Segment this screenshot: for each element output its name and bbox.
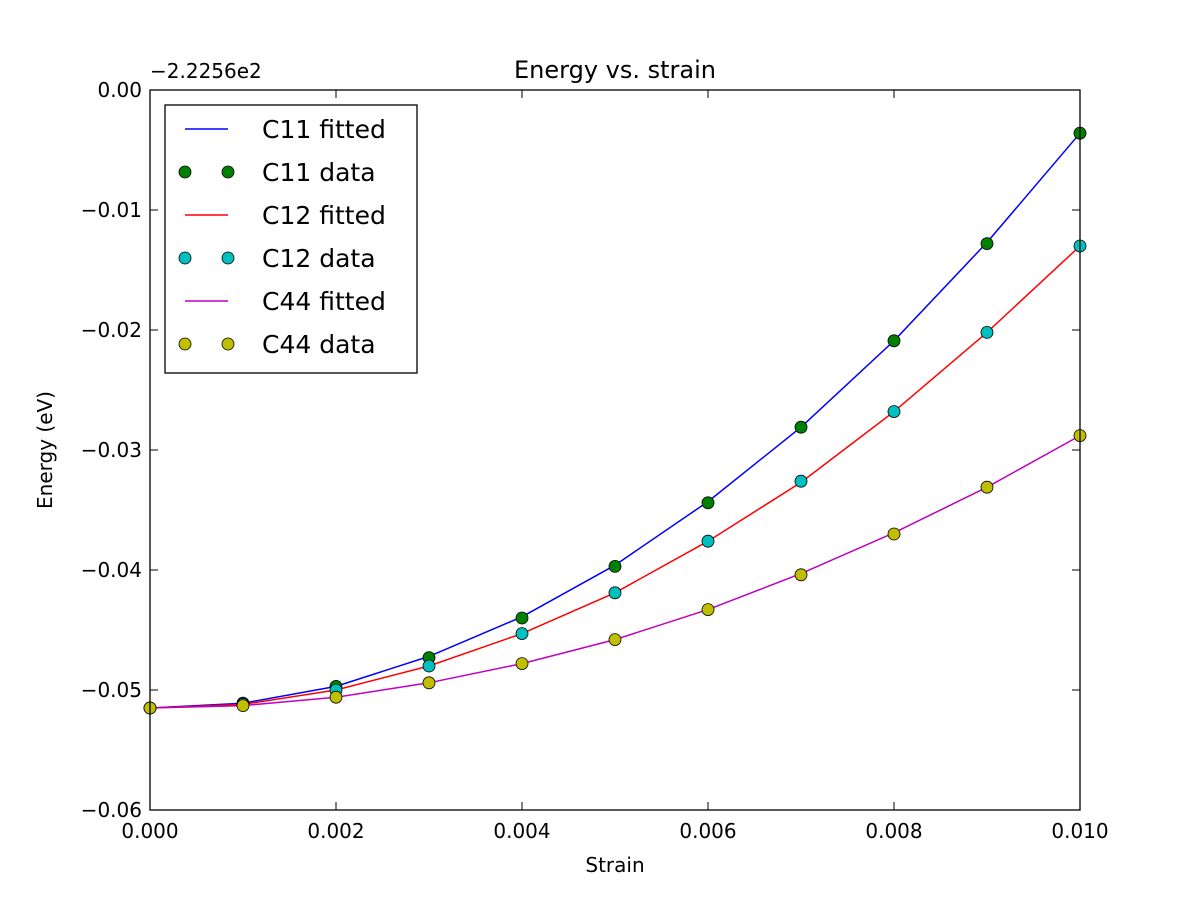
y-offset-label: −2.2256e2	[150, 59, 262, 83]
c12-data-point	[422, 659, 436, 673]
ticks-layer: 0.000 0.002 0.004 0.006 0.008 0.010 0.00 −0.01 −…	[81, 78, 1109, 843]
c44-data-point	[422, 676, 436, 690]
legend-label-c11-fitted: C11 fitted	[262, 115, 386, 144]
legend-swatch-c11-data	[178, 165, 192, 179]
x-tick-label: 0.000	[121, 819, 178, 843]
c44-data-point	[236, 699, 250, 712]
c12-data-point	[701, 534, 715, 548]
chart-title: Energy vs. strain	[514, 56, 716, 84]
y-tick-label: −0.05	[81, 678, 142, 702]
legend-swatch-c44-data	[221, 337, 235, 351]
legend-swatch-c11-data	[221, 165, 235, 179]
c44-data-point	[608, 633, 622, 646]
c12-data-point	[794, 474, 808, 488]
c11-data-point	[608, 560, 622, 573]
y-tick-label: −0.01	[81, 198, 142, 222]
legend: C11 fitted C11 data C12 fitted C12 data C44 …	[164, 104, 418, 374]
legend-swatch-c12-data	[221, 251, 235, 265]
y-tick-label: −0.02	[81, 318, 142, 342]
c44-data-point	[980, 480, 994, 494]
c11-data-point	[794, 420, 808, 434]
c11-data-point	[701, 496, 715, 510]
legend-label-c12-data: C12 data	[262, 244, 376, 273]
legend-swatch-c44-data	[178, 337, 192, 351]
y-tick-label: −0.04	[81, 558, 142, 582]
x-tick-label: 0.006	[679, 819, 736, 843]
c44-data-point	[794, 568, 808, 582]
legend-items: C11 fitted C11 data C12 fitted C12 data C44 …	[178, 115, 386, 359]
legend-label-c44-fitted: C44 fitted	[262, 287, 386, 316]
x-tick-label: 0.008	[865, 819, 922, 843]
x-tick-label: 0.002	[307, 819, 364, 843]
c12-data-point	[980, 325, 994, 339]
y-tick-label: −0.06	[81, 798, 142, 822]
c12-data-point	[608, 586, 622, 600]
c11-data-point	[887, 334, 901, 348]
legend-label-c44-data: C44 data	[262, 330, 376, 359]
legend-box	[164, 104, 418, 374]
legend-label-c11-data: C11 data	[262, 158, 376, 187]
y-axis-label: Energy (eV)	[33, 391, 57, 509]
x-axis-label: Strain	[585, 853, 644, 877]
c44-data-point	[887, 527, 901, 541]
legend-label-c12-fitted: C12 fitted	[262, 201, 386, 230]
c12-data-point	[887, 405, 901, 419]
plot-area: 0.000 0.002 0.004 0.006 0.008 0.010 0.00 −0.01 −…	[81, 78, 1109, 843]
c44-data-point	[701, 603, 715, 616]
y-tick-label: 0.00	[97, 78, 142, 102]
series-layer	[143, 126, 1087, 715]
c44-data-point	[329, 690, 343, 704]
x-tick-label: 0.010	[1051, 819, 1108, 843]
c12-data-point	[515, 627, 529, 640]
x-tick-label: 0.004	[493, 819, 550, 843]
y-tick-label: −0.03	[81, 438, 142, 462]
c11-data-point	[515, 611, 529, 625]
c44-data-point	[515, 657, 529, 670]
legend-swatch-c12-data	[178, 251, 192, 265]
c11-data-point	[980, 237, 994, 251]
